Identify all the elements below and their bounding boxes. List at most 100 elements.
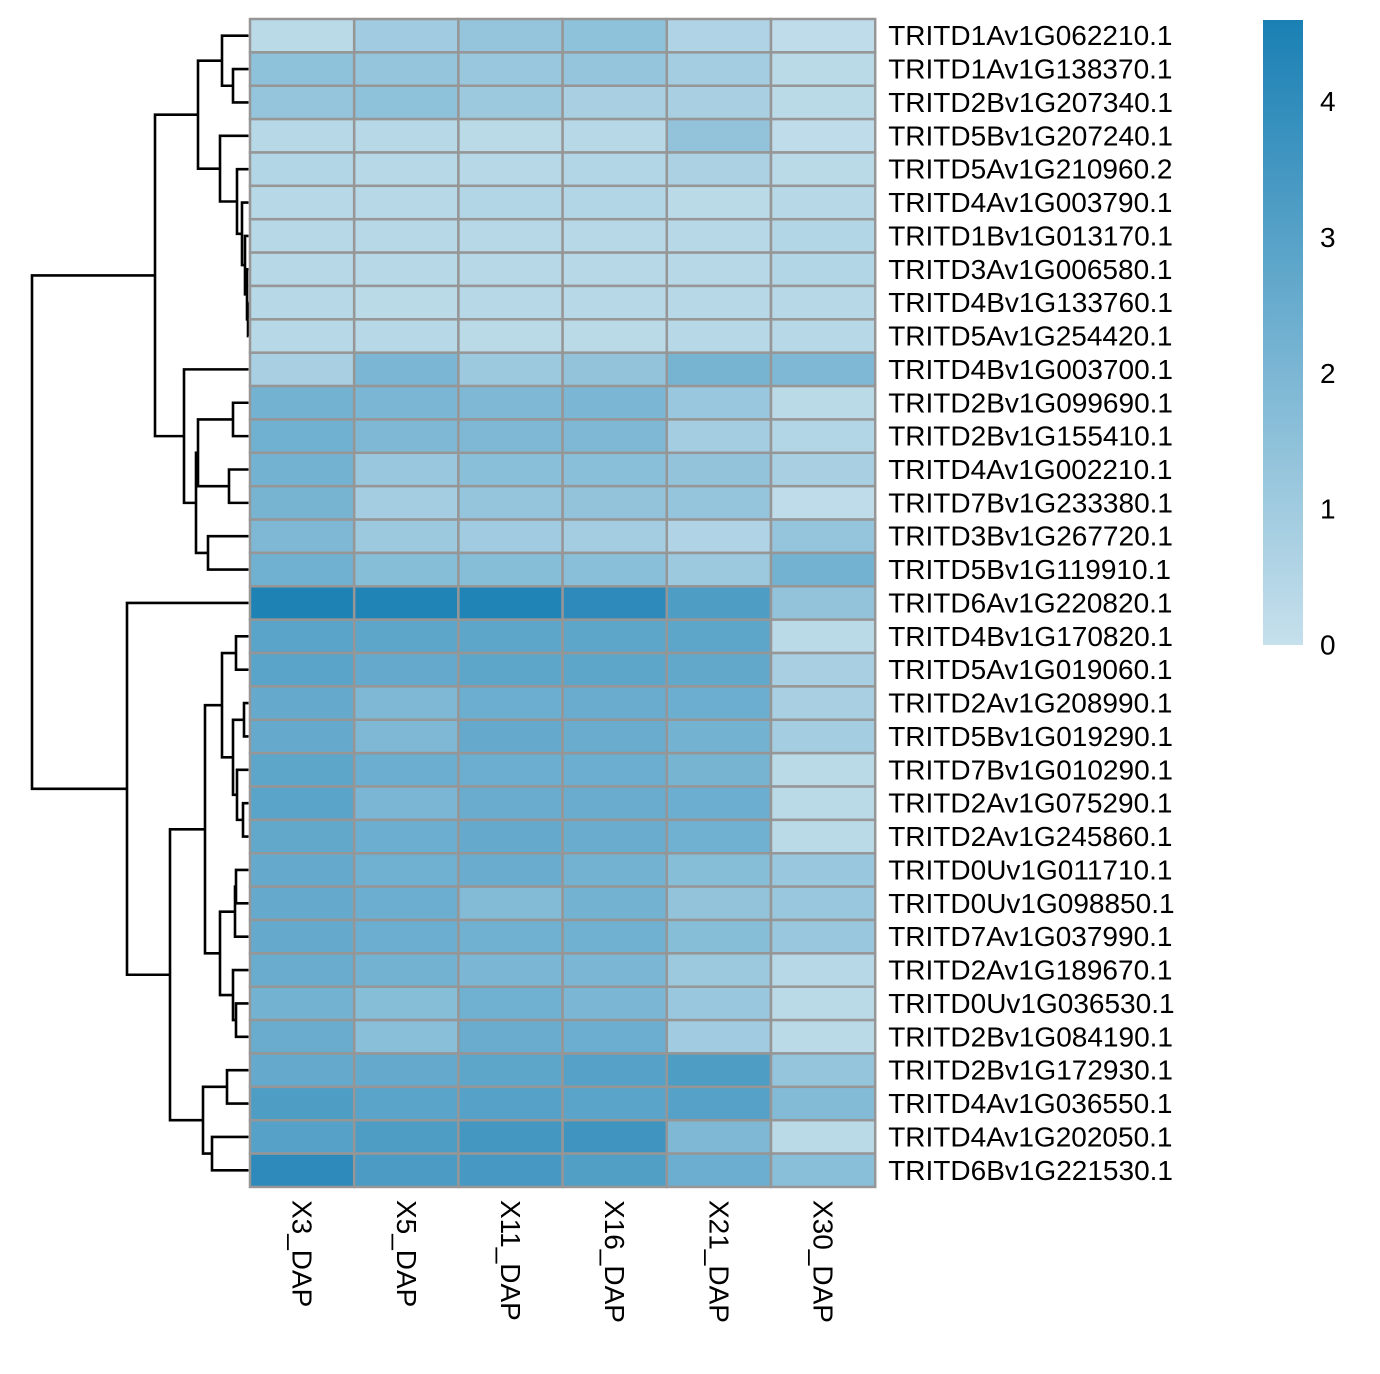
heatmap-cell bbox=[769, 818, 877, 855]
heatmap-cell bbox=[457, 1052, 564, 1089]
heatmap-cell bbox=[665, 985, 773, 1022]
heatmap-cell bbox=[561, 418, 669, 455]
heatmap-cell bbox=[769, 1018, 877, 1055]
heatmap-cell bbox=[352, 685, 460, 722]
heatmap-cell bbox=[457, 818, 564, 855]
heatmap-cell bbox=[352, 952, 460, 988]
heatmap-cell bbox=[665, 418, 773, 455]
heatmap-cell bbox=[665, 718, 773, 755]
heatmap-cell bbox=[769, 651, 877, 688]
heatmap-cell bbox=[248, 1152, 356, 1189]
heatmap-cell bbox=[248, 818, 356, 855]
column-label: X11_DAP bbox=[495, 1200, 526, 1321]
heatmap-cell bbox=[352, 284, 460, 321]
row-label: TRITD3Av1G006580.1 bbox=[888, 254, 1172, 285]
row-label: TRITD4Av1G202050.1 bbox=[888, 1121, 1172, 1152]
heatmap-cell bbox=[561, 651, 669, 688]
heatmap-cell bbox=[248, 17, 356, 54]
heatmap-cell bbox=[352, 885, 460, 922]
heatmap-cell bbox=[457, 685, 564, 722]
heatmap-cell bbox=[457, 918, 564, 955]
heatmap-cell bbox=[248, 451, 356, 488]
heatmap-cell bbox=[457, 51, 564, 87]
heatmap-cell bbox=[769, 985, 877, 1022]
heatmap-cell bbox=[457, 451, 564, 488]
heatmap-cell bbox=[352, 651, 460, 688]
heatmap-cell bbox=[665, 51, 773, 87]
heatmap-cell bbox=[457, 284, 564, 321]
heatmap-cell bbox=[769, 885, 877, 922]
heatmap-cell bbox=[665, 785, 773, 822]
heatmap-cell bbox=[769, 852, 877, 888]
heatmap-cell bbox=[769, 751, 877, 788]
row-label: TRITD1Bv1G013170.1 bbox=[888, 220, 1173, 251]
row-labels: TRITD1Av1G062210.1TRITD1Av1G138370.1TRIT… bbox=[888, 20, 1174, 1186]
row-label: TRITD1Av1G138370.1 bbox=[888, 54, 1172, 85]
heatmap-cell bbox=[248, 1052, 356, 1089]
row-label: TRITD2Bv1G099690.1 bbox=[888, 387, 1173, 418]
heatmap-cell bbox=[457, 518, 564, 555]
heatmap-cell bbox=[248, 217, 356, 254]
heatmap-cell bbox=[352, 1085, 460, 1122]
heatmap-cell bbox=[457, 251, 564, 288]
dendrogram-link bbox=[242, 701, 249, 738]
dendrogram-link bbox=[234, 1002, 249, 1039]
heatmap-cell bbox=[665, 818, 773, 855]
heatmap-cell bbox=[457, 384, 564, 421]
dendrogram-link bbox=[196, 59, 222, 170]
legend-tick-label: 3 bbox=[1320, 222, 1336, 253]
heatmap-cell bbox=[352, 151, 460, 188]
heatmap-cell bbox=[457, 1152, 564, 1189]
heatmap-cell bbox=[561, 451, 669, 488]
heatmap-cell bbox=[457, 484, 564, 521]
heatmap-cell bbox=[769, 1152, 877, 1189]
heatmap-cell bbox=[352, 818, 460, 855]
heatmap-cell bbox=[665, 351, 773, 388]
dendrogram-link bbox=[231, 718, 244, 797]
heatmap-cell bbox=[457, 184, 564, 221]
heatmap-cell bbox=[352, 985, 460, 1022]
dendrogram-link bbox=[210, 1135, 249, 1172]
heatmap-cell bbox=[248, 1018, 356, 1055]
heatmap-cell bbox=[457, 17, 564, 54]
heatmap-cell bbox=[769, 1052, 877, 1089]
row-label: TRITD4Bv1G133760.1 bbox=[888, 287, 1173, 318]
heatmap-cell bbox=[769, 284, 877, 321]
heatmap-cell bbox=[769, 484, 877, 521]
heatmap-cell bbox=[248, 418, 356, 455]
heatmap-cell bbox=[352, 418, 460, 455]
heatmap-cell bbox=[248, 84, 356, 121]
heatmap-cell bbox=[352, 718, 460, 755]
heatmap-cell bbox=[457, 852, 564, 888]
heatmap-cell bbox=[665, 251, 773, 288]
heatmap-cell bbox=[352, 251, 460, 288]
heatmap-cell bbox=[352, 1118, 460, 1155]
heatmap-cell bbox=[665, 184, 773, 221]
legend-tick-label: 4 bbox=[1320, 86, 1336, 117]
heatmap-cell bbox=[561, 217, 669, 254]
heatmap-cell bbox=[769, 1118, 877, 1155]
heatmap-cell bbox=[665, 852, 773, 888]
heatmap-cell bbox=[352, 852, 460, 888]
row-label: TRITD5Av1G254420.1 bbox=[888, 321, 1172, 352]
heatmap-cell bbox=[457, 217, 564, 254]
heatmap-cell bbox=[561, 318, 669, 354]
heatmap-cell bbox=[352, 1152, 460, 1189]
heatmap-cell bbox=[561, 952, 669, 988]
legend-colorbar bbox=[1263, 20, 1303, 645]
heatmap-cell bbox=[457, 117, 564, 154]
heatmap-cell bbox=[769, 318, 877, 354]
row-label: TRITD2Av1G075290.1 bbox=[888, 788, 1172, 819]
heatmap-cell bbox=[769, 718, 877, 755]
heatmap-cell bbox=[248, 685, 356, 722]
heatmap-cell bbox=[248, 351, 356, 388]
row-label: TRITD4Bv1G170820.1 bbox=[888, 621, 1173, 652]
heatmap-cell bbox=[665, 1152, 773, 1189]
row-label: TRITD4Av1G002210.1 bbox=[888, 454, 1172, 485]
heatmap-cell bbox=[248, 51, 356, 87]
dendrogram-link bbox=[220, 34, 249, 88]
heatmap-cell bbox=[561, 885, 669, 922]
heatmap-cell bbox=[352, 785, 460, 822]
heatmap-cell bbox=[248, 518, 356, 555]
